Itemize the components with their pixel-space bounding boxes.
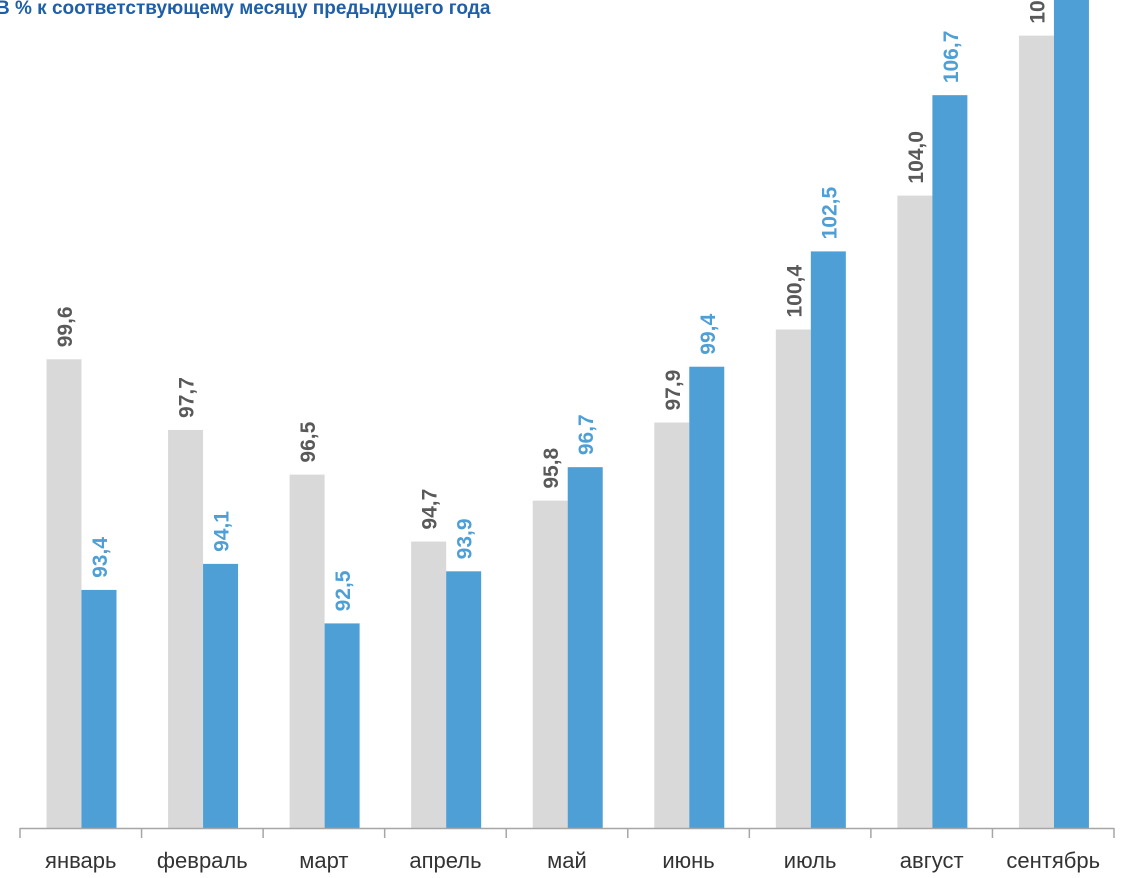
bar-series-2 bbox=[446, 571, 482, 828]
data-label-series-2: 92,5 bbox=[332, 570, 355, 611]
data-label-series-2: 102,5 bbox=[818, 187, 841, 240]
data-label-series-1: 97,9 bbox=[662, 370, 685, 411]
bar-series-2 bbox=[810, 251, 846, 828]
bar-series-1 bbox=[168, 429, 204, 828]
data-labels-layer: 99,6 93,4 97,7 94,1 96,5 92,5 94,7 93,9 95,8 96,7… bbox=[54, 0, 1049, 611]
bar-series-2 bbox=[932, 95, 968, 828]
bar-series-2 bbox=[324, 623, 360, 828]
x-axis bbox=[19, 827, 1115, 838]
data-label-series-1: 97,7 bbox=[176, 377, 199, 418]
x-tick-label: июль bbox=[784, 848, 837, 873]
x-tick-labels: январь февраль март апрель май июнь июль август… bbox=[45, 848, 1100, 873]
bar-series-1 bbox=[46, 359, 82, 828]
x-tick-label: февраль bbox=[157, 848, 248, 873]
bar-series-1 bbox=[411, 541, 447, 828]
x-tick-label: январь bbox=[45, 848, 116, 873]
bar-series-1 bbox=[289, 474, 325, 828]
x-tick-label: май bbox=[547, 848, 587, 873]
bar-series-1 bbox=[532, 500, 568, 828]
bar-series-1 bbox=[1018, 35, 1054, 828]
data-label-series-2: 96,7 bbox=[575, 414, 598, 455]
bar-series-2 bbox=[567, 467, 603, 828]
x-tick-label: сентябрь bbox=[1006, 848, 1100, 873]
bar-series-2 bbox=[1053, 0, 1089, 828]
data-label-series-1: 95,8 bbox=[540, 447, 563, 488]
chart-title: В % к соответствующему месяцу предыдущег… bbox=[0, 0, 491, 19]
x-tick-label: август bbox=[900, 848, 964, 873]
bars-layer bbox=[46, 0, 1089, 829]
data-label-series-2: 106,7 bbox=[940, 31, 963, 84]
x-tick-label: март bbox=[299, 848, 348, 873]
x-tick-label: апрель bbox=[409, 848, 481, 873]
data-label-series-1: 94,7 bbox=[419, 489, 442, 530]
data-label-series-1: 96,5 bbox=[297, 421, 320, 462]
bar-series-1 bbox=[897, 195, 933, 829]
data-label-series-1: 104,0 bbox=[905, 131, 928, 184]
bar-series-2 bbox=[203, 563, 239, 828]
data-label-series-1: 108,3 bbox=[1026, 0, 1049, 24]
bar-series-1 bbox=[775, 329, 811, 828]
bar-series-2 bbox=[689, 366, 725, 828]
data-label-series-2: 93,9 bbox=[454, 518, 477, 559]
data-label-series-2: 94,1 bbox=[211, 511, 234, 552]
data-label-series-1: 99,6 bbox=[54, 306, 77, 347]
bar-series-1 bbox=[654, 422, 690, 828]
data-label-series-1: 100,4 bbox=[783, 265, 806, 318]
bar-series-2 bbox=[81, 589, 117, 828]
x-tick-label: июнь bbox=[662, 848, 714, 873]
data-label-series-2: 93,4 bbox=[89, 537, 112, 578]
data-label-series-2: 99,4 bbox=[697, 314, 720, 355]
